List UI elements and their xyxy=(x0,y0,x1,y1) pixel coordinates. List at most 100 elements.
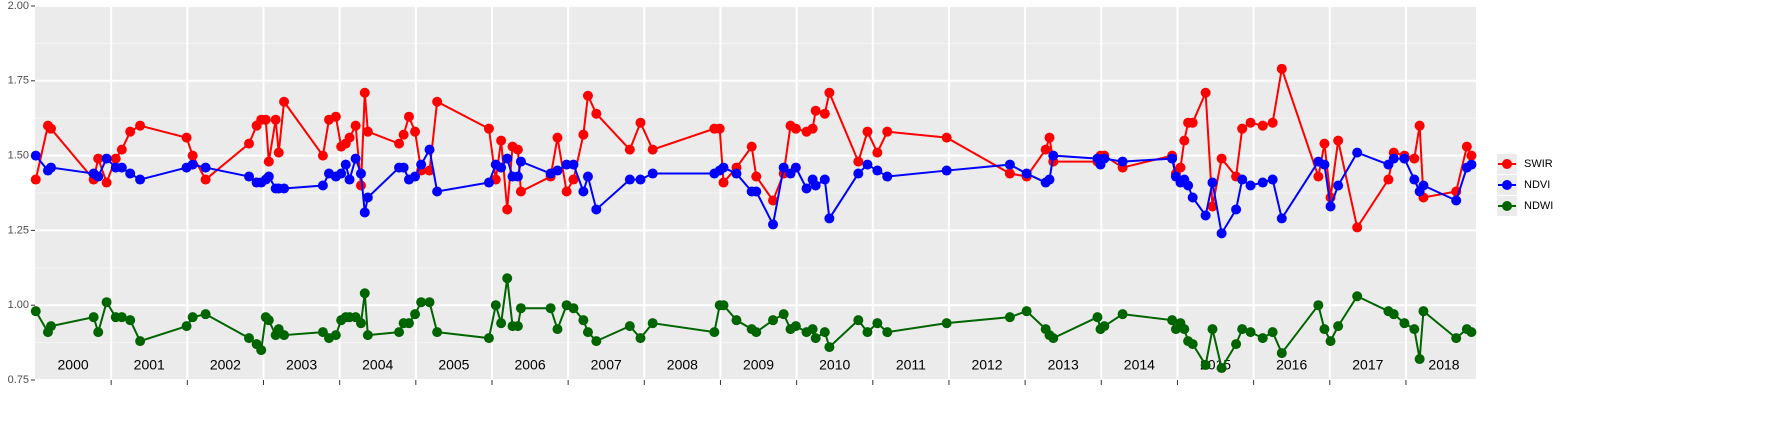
point xyxy=(1044,174,1055,185)
point xyxy=(1267,174,1278,185)
point xyxy=(273,147,284,158)
point xyxy=(718,177,729,188)
point xyxy=(30,306,41,317)
point xyxy=(872,147,883,158)
point xyxy=(362,126,373,137)
point xyxy=(200,162,211,173)
point xyxy=(244,138,255,149)
point xyxy=(359,288,370,299)
point xyxy=(244,333,255,344)
point xyxy=(578,129,589,140)
point xyxy=(853,156,864,167)
point xyxy=(1237,174,1248,185)
point xyxy=(1325,336,1336,347)
point xyxy=(88,312,99,323)
point xyxy=(1409,153,1420,164)
point xyxy=(515,303,526,314)
point xyxy=(810,105,821,116)
point xyxy=(778,309,789,320)
point xyxy=(1466,327,1477,338)
point xyxy=(490,300,501,311)
point xyxy=(263,156,274,167)
point xyxy=(344,132,355,143)
point xyxy=(110,153,121,164)
legend-label: NDWI xyxy=(1524,200,1553,212)
point xyxy=(432,327,443,338)
point xyxy=(872,318,883,329)
point xyxy=(591,336,602,347)
point xyxy=(1313,300,1324,311)
point xyxy=(1200,210,1211,221)
point xyxy=(410,126,421,137)
point xyxy=(1117,309,1128,320)
point xyxy=(790,123,801,134)
point xyxy=(30,150,41,161)
point xyxy=(941,165,952,176)
point xyxy=(647,144,658,155)
point xyxy=(768,195,779,206)
point xyxy=(350,120,361,131)
year-label: 2012 xyxy=(971,357,1002,373)
point xyxy=(1418,180,1429,191)
point xyxy=(344,174,355,185)
point xyxy=(410,309,421,320)
point xyxy=(1099,153,1110,164)
point xyxy=(882,171,893,182)
year-label: 2006 xyxy=(514,357,545,373)
legend-point xyxy=(1502,201,1512,211)
legend-point xyxy=(1502,180,1512,190)
point xyxy=(746,141,757,152)
point xyxy=(187,159,198,170)
point xyxy=(1388,153,1399,164)
point xyxy=(116,312,127,323)
point xyxy=(862,126,873,137)
point xyxy=(824,87,835,98)
year-label: 2010 xyxy=(819,357,850,373)
point xyxy=(496,135,507,146)
point xyxy=(1466,150,1477,161)
point xyxy=(1004,159,1015,170)
point xyxy=(101,177,112,188)
legend-label: NDVI xyxy=(1524,179,1550,191)
point xyxy=(807,123,818,134)
point xyxy=(561,159,572,170)
point xyxy=(359,207,370,218)
year-label: 2017 xyxy=(1352,357,1383,373)
point xyxy=(1319,159,1330,170)
point xyxy=(1383,174,1394,185)
point xyxy=(647,168,658,179)
point xyxy=(1257,333,1268,344)
point xyxy=(1183,180,1194,191)
point xyxy=(1319,138,1330,149)
point xyxy=(410,171,421,182)
point xyxy=(801,183,812,194)
year-label: 2003 xyxy=(286,357,317,373)
point xyxy=(709,327,720,338)
point xyxy=(790,321,801,332)
point xyxy=(578,315,589,326)
point xyxy=(1231,204,1242,215)
point xyxy=(624,144,635,155)
point xyxy=(819,327,830,338)
point xyxy=(515,186,526,197)
point xyxy=(568,174,579,185)
y-tick-label: 1.50 xyxy=(8,150,29,162)
point xyxy=(394,327,405,338)
point xyxy=(1216,363,1227,374)
point xyxy=(1179,135,1190,146)
point xyxy=(635,174,646,185)
year-label: 2011 xyxy=(896,357,926,373)
point xyxy=(882,126,893,137)
point xyxy=(1099,321,1110,332)
point xyxy=(1414,120,1425,131)
point xyxy=(263,315,274,326)
point xyxy=(116,162,127,173)
point xyxy=(853,315,864,326)
point xyxy=(1352,291,1363,302)
point xyxy=(30,174,41,185)
point xyxy=(1257,177,1268,188)
point xyxy=(1257,120,1268,131)
point xyxy=(1409,174,1420,185)
point xyxy=(768,219,779,230)
